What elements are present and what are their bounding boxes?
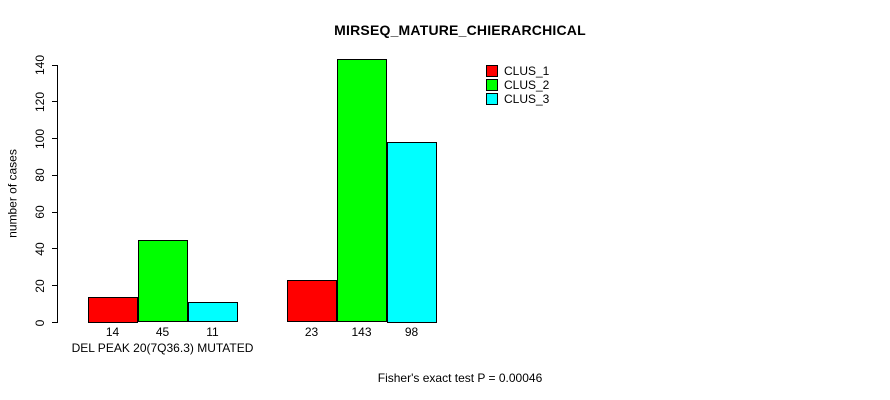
bar-clus_1-group2 — [286, 280, 337, 323]
bar-value-label: 23 — [304, 325, 319, 339]
y-tick-mark — [52, 174, 57, 176]
y-tick-mark — [52, 138, 57, 140]
y-tick-label: 140 — [33, 54, 47, 76]
y-tick-label: 100 — [33, 128, 47, 149]
bar-value-label: 98 — [404, 325, 419, 339]
legend-swatch-icon — [486, 79, 498, 91]
chart-title: MIRSEQ_MATURE_CHIERARCHICAL — [334, 22, 586, 38]
x-axis-label: DEL PEAK 20(7Q36.3) MUTATED — [71, 341, 254, 355]
legend-label: CLUS_2 — [504, 78, 550, 92]
bar-clus_1-group1 — [87, 296, 138, 323]
y-axis-line — [57, 65, 58, 323]
legend-label: CLUS_3 — [504, 92, 550, 106]
y-tick-mark — [52, 211, 57, 213]
legend-item-clus_1: CLUS_1 — [486, 64, 549, 78]
annotation-text: Fisher's exact test P = 0.00046 — [377, 371, 543, 385]
legend-item-clus_3: CLUS_3 — [486, 92, 549, 106]
legend-item-clus_2: CLUS_2 — [486, 78, 549, 92]
y-tick-label: 60 — [33, 205, 47, 219]
y-tick-mark — [52, 248, 57, 250]
bar-clus_2-group1 — [137, 239, 188, 323]
legend-swatch-icon — [486, 93, 498, 105]
y-tick-mark — [52, 64, 57, 66]
bar-value-label: 143 — [351, 325, 372, 339]
bar-clus_3-group2 — [386, 142, 437, 323]
legend-swatch-icon — [486, 65, 498, 77]
bar-value-label: 45 — [155, 325, 170, 339]
y-tick-label: 0 — [33, 319, 47, 326]
y-tick-mark — [52, 322, 57, 323]
y-axis-label: number of cases — [5, 149, 20, 238]
bar-clus_3-group1 — [187, 302, 238, 323]
legend: CLUS_1 CLUS_2 CLUS_3 — [486, 64, 549, 106]
bar-clus_2-group2 — [336, 59, 387, 323]
y-tick-mark — [52, 101, 57, 103]
y-tick-mark — [52, 285, 57, 287]
bar-value-label: 11 — [206, 325, 219, 339]
legend-label: CLUS_1 — [504, 64, 550, 78]
y-tick-label: 20 — [33, 279, 47, 293]
bar-value-label: 14 — [105, 325, 120, 339]
y-tick-label: 40 — [33, 242, 47, 256]
y-tick-label: 120 — [33, 91, 47, 112]
y-tick-label: 80 — [33, 168, 47, 183]
